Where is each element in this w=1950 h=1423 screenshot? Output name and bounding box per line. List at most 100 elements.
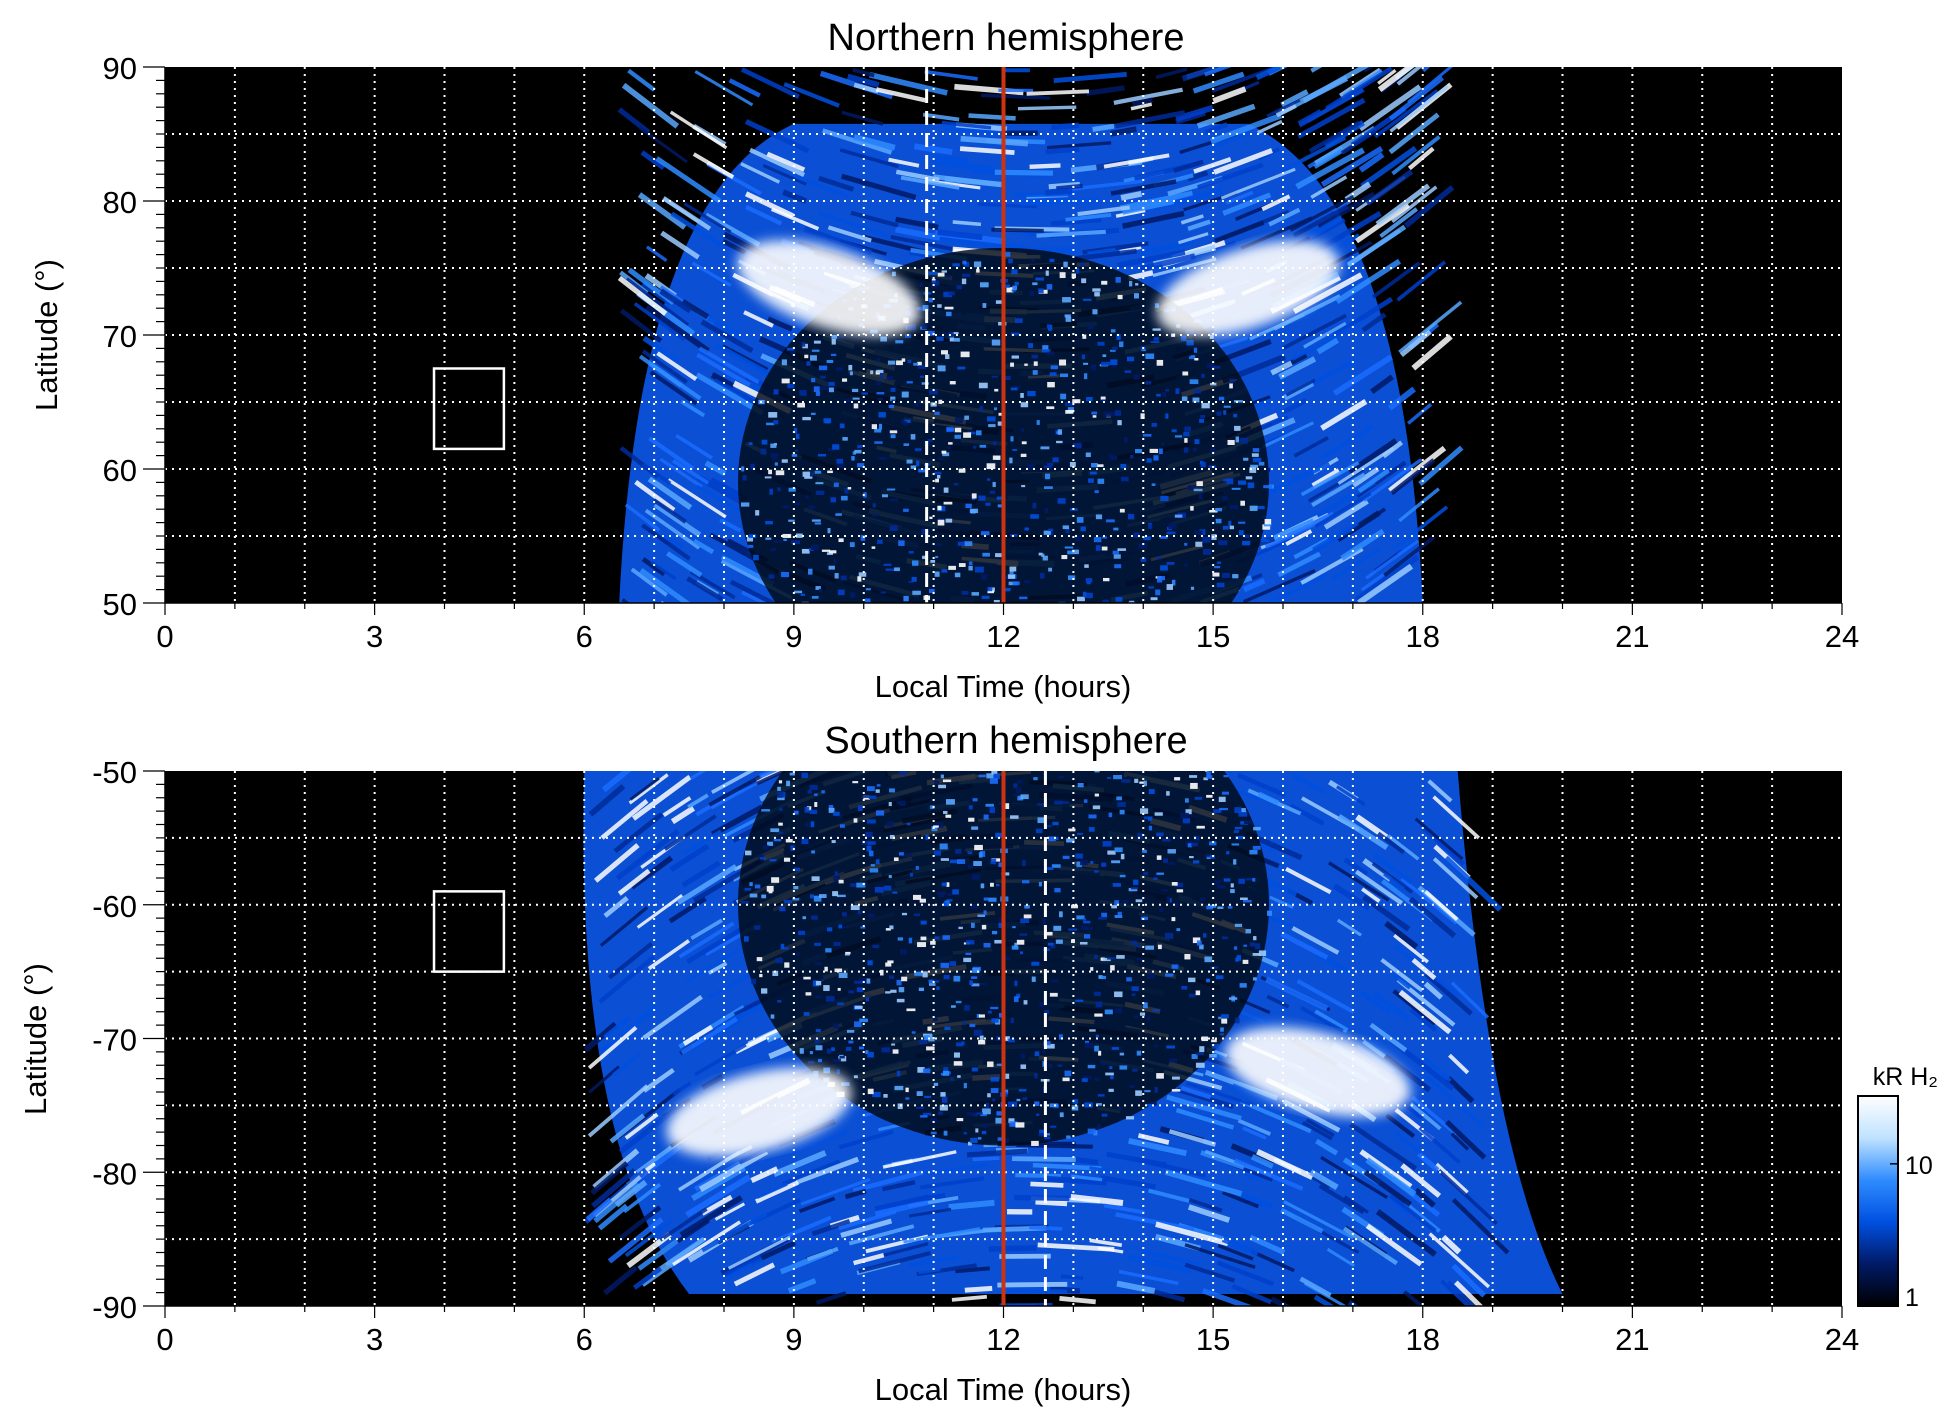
southern-emission-speck	[1092, 805, 1101, 810]
northern-emission-speck	[1097, 464, 1104, 467]
northern-emission-speck	[1126, 356, 1135, 362]
northern-emission-speck	[1153, 337, 1159, 341]
northern-emission-streak	[1407, 146, 1435, 171]
northern-emission-speck	[1155, 589, 1161, 596]
southern-y-tick-label: -70	[92, 1023, 137, 1058]
northern-emission-streak	[1115, 208, 1146, 218]
northern-emission-streak	[937, 229, 983, 241]
northern-emission-speck	[830, 497, 837, 503]
southern-emission-streak	[1359, 990, 1391, 1015]
southern-emission-speck	[990, 882, 994, 887]
southern-emission-streak	[669, 843, 710, 873]
northern-emission-streak	[640, 150, 666, 170]
northern-emission-speck	[1229, 525, 1234, 530]
southern-emission-speck	[814, 962, 823, 965]
southern-emission-streak	[1071, 1174, 1103, 1182]
northern-emission-speck	[890, 387, 896, 392]
northern-emission-speck	[925, 604, 932, 606]
northern-emission-speck	[811, 544, 819, 551]
northern-emission-speck	[1040, 572, 1045, 579]
northern-emission-streak	[1187, 170, 1209, 182]
northern-emission-streak	[692, 152, 735, 179]
northern-emission-speck	[1049, 258, 1055, 263]
northern-emission-streak	[1114, 110, 1186, 129]
northern-emission-speck	[814, 470, 822, 474]
southern-emission-speck	[920, 920, 927, 925]
northern-emission-speck	[826, 552, 833, 555]
northern-emission-speck	[811, 595, 819, 599]
southern-emission-speck	[1037, 803, 1047, 806]
southern-emission-speck	[1016, 780, 1023, 784]
southern-emission-speck	[1012, 926, 1016, 929]
northern-emission-speck	[938, 399, 943, 404]
northern-emission-speck	[804, 476, 813, 479]
northern-emission-streak	[1390, 458, 1436, 496]
southern-emission-speck	[777, 791, 784, 798]
southern-emission-speck	[1203, 933, 1207, 938]
northern-emission-speck	[1081, 354, 1086, 360]
southern-emission-speck	[821, 790, 825, 794]
southern-emission-speck	[757, 855, 764, 859]
southern-emission-streak	[585, 1197, 613, 1222]
southern-emission-streak	[1424, 889, 1459, 922]
northern-emission-streak	[1280, 89, 1309, 108]
northern-emission-speck	[836, 367, 844, 372]
northern-emission-speck	[818, 365, 828, 371]
southern-emission-speck	[1203, 854, 1211, 857]
northern-emission-speck	[836, 458, 844, 464]
northern-emission-speck	[1063, 261, 1068, 268]
southern-emission-streak	[1237, 1118, 1272, 1136]
southern-emission-streak	[1089, 1166, 1135, 1177]
southern-emission-speck	[918, 1039, 928, 1045]
southern-emission-streak	[668, 896, 707, 924]
northern-emission-streak	[913, 143, 953, 156]
southern-emission-streak	[714, 1202, 746, 1221]
northern-emission-speck	[1252, 448, 1260, 453]
southern-emission-speck	[1167, 849, 1176, 854]
southern-emission-speck	[784, 962, 790, 968]
northern-emission-speck	[960, 351, 970, 358]
northern-emission-streak	[1332, 354, 1393, 396]
northern-emission-speck	[954, 572, 961, 578]
northern-emission-speck	[1072, 624, 1080, 629]
southern-emission-speck	[828, 807, 835, 813]
southern-emission-speck	[1066, 838, 1075, 843]
southern-emission-streak	[1447, 1280, 1477, 1306]
northern-emission-speck	[1168, 523, 1177, 529]
southern-emission-streak	[1384, 921, 1419, 950]
northern-emission-speck	[768, 469, 772, 475]
northern-emission-streak	[1398, 300, 1463, 354]
northern-emission-streak	[922, 112, 960, 122]
northern-emission-speck	[1112, 364, 1117, 368]
southern-emission-streak	[617, 868, 651, 896]
southern-axes: -90-80-70-60-500 3 6 9 12 15 18 21 24	[92, 755, 1859, 1357]
northern-emission-speck	[896, 632, 904, 636]
southern-emission-streak	[1424, 972, 1473, 1016]
northern-emission-speck	[958, 468, 966, 473]
northern-emission-streak	[1316, 337, 1339, 355]
northern-emission-speck	[956, 650, 960, 653]
southern-emission-speck	[943, 1130, 948, 1136]
northern-emission-speck	[1067, 575, 1076, 580]
southern-emission-speck	[1139, 808, 1149, 814]
southern-emission-speck	[1050, 979, 1059, 983]
southern-emission-speck	[1101, 1061, 1106, 1066]
southern-emission-speck	[976, 1014, 981, 1018]
northern-emission-speck	[963, 432, 972, 438]
northern-emission-streak	[1263, 461, 1331, 497]
northern-emission-speck	[1047, 381, 1055, 388]
southern-emission-streak	[711, 771, 755, 794]
southern-emission-speck	[965, 952, 972, 956]
northern-emission-speck	[881, 494, 888, 498]
northern-emission-streak	[1365, 539, 1420, 580]
northern-emission-speck	[1029, 290, 1035, 296]
southern-emission-streak	[1074, 1156, 1099, 1166]
southern-emission-speck	[771, 877, 780, 883]
southern-y-tick-label: -90	[92, 1290, 137, 1325]
northern-emission-speck	[768, 574, 775, 579]
southern-emission-speck	[1098, 916, 1107, 920]
northern-emission-speck	[1098, 662, 1105, 666]
southern-emission-speck	[1266, 910, 1273, 916]
northern-emission-speck	[876, 358, 881, 362]
northern-emission-streak	[745, 204, 783, 226]
